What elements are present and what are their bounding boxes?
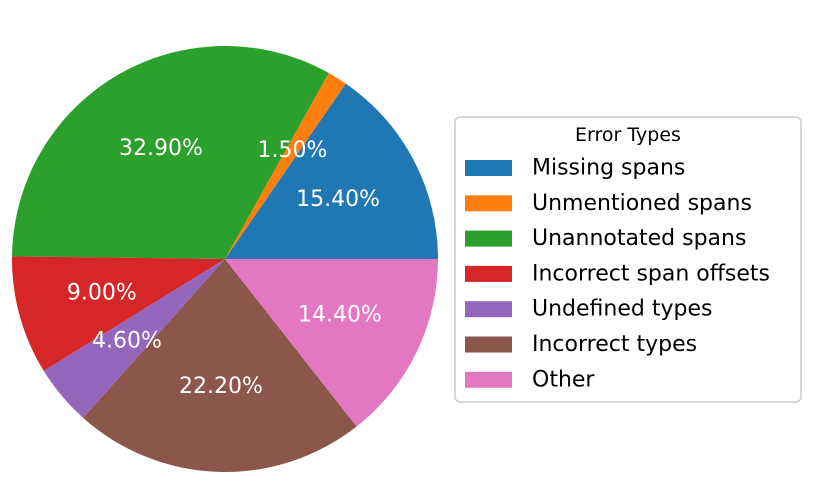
legend-box — [454, 116, 802, 403]
legend-label-other: Other — [532, 367, 595, 392]
pie-slice-missing-spans — [225, 83, 438, 259]
slice-label-unannotated-spans: 32.90% — [119, 136, 203, 161]
slice-label-other: 14.40% — [298, 302, 382, 327]
legend: Error Types Missing spans Unmentioned spa… — [454, 116, 802, 403]
pie-group — [12, 46, 438, 473]
legend-label-unannotated-spans: Unannotated spans — [532, 226, 746, 251]
slice-labels: 15.40% 1.50% 32.90% 9.00% 4.60% 22.20% 14.40% — [67, 136, 382, 399]
legend-title: Error Types — [575, 124, 681, 146]
slice-label-undefined-types: 4.60% — [92, 329, 162, 354]
slice-label-unmentioned-spans: 1.50% — [258, 138, 328, 163]
pie-slice-undefined-types — [43, 259, 225, 418]
slice-label-incorrect-span-offsets: 9.00% — [67, 281, 137, 306]
pie-slice-unmentioned-spans — [225, 73, 346, 259]
legend-swatch-unmentioned-spans — [465, 195, 512, 212]
legend-label-incorrect-span-offsets: Incorrect span offsets — [532, 261, 770, 286]
legend-label-incorrect-types: Incorrect types — [532, 332, 697, 357]
pie-slice-incorrect-span-offsets — [12, 256, 225, 371]
pie-slice-unannotated-spans — [12, 46, 329, 259]
slice-label-incorrect-types: 22.20% — [179, 374, 263, 399]
legend-label-undefined-types: Undefined types — [532, 297, 712, 322]
legend-label-unmentioned-spans: Unmentioned spans — [532, 191, 752, 216]
legend-swatch-undefined-types — [465, 301, 512, 318]
slice-label-missing-spans: 15.40% — [296, 187, 380, 212]
legend-swatch-unannotated-spans — [465, 230, 512, 247]
legend-swatch-missing-spans — [465, 160, 512, 176]
legend-items: Missing spans Unmentioned spans Unannotate… — [465, 156, 770, 392]
legend-swatch-incorrect-span-offsets — [465, 265, 512, 282]
pie-slice-incorrect-types — [83, 259, 357, 473]
legend-swatch-other — [465, 371, 512, 388]
legend-swatch-incorrect-types — [465, 336, 512, 353]
legend-label-missing-spans: Missing spans — [532, 156, 685, 181]
pie-slice-other — [225, 259, 438, 427]
